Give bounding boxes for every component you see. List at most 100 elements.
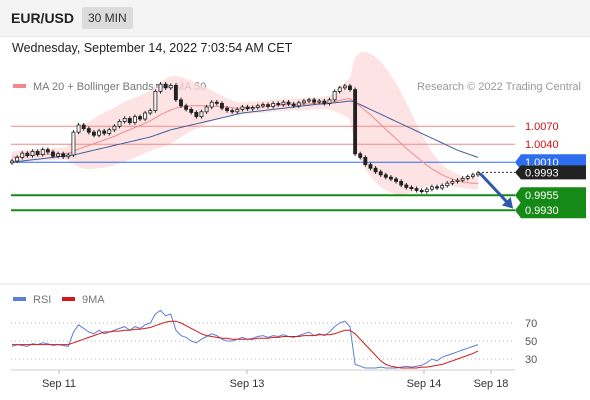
candle xyxy=(368,162,373,171)
candle xyxy=(102,128,107,136)
time-label: Sep 14 xyxy=(407,378,442,390)
candle xyxy=(353,87,358,156)
symbol-title: EUR/USD xyxy=(11,10,75,26)
ma20-line xyxy=(11,98,478,184)
candle xyxy=(127,116,132,125)
candle xyxy=(173,83,178,102)
candle xyxy=(189,107,194,115)
candle xyxy=(460,176,465,183)
candle xyxy=(61,151,66,159)
ma9-legend-swatch xyxy=(62,297,75,301)
candle xyxy=(107,127,112,136)
candle xyxy=(399,179,404,188)
candle xyxy=(255,103,260,110)
candle xyxy=(424,187,429,194)
timeframe-button[interactable]: 30 MIN xyxy=(82,7,133,29)
candle xyxy=(291,101,296,108)
candle xyxy=(122,116,127,124)
time-axis-labels: Sep 11 Sep 13 Sep 14 Sep 18 xyxy=(42,370,508,390)
candle xyxy=(378,169,383,177)
candle xyxy=(56,151,61,159)
candle xyxy=(470,172,475,179)
level-label-1.0040: 1.0040 xyxy=(525,139,559,151)
candle xyxy=(30,149,35,158)
ma9-legend-label: 9MA xyxy=(82,294,105,306)
candle xyxy=(194,110,199,119)
candle xyxy=(179,97,183,108)
candle xyxy=(419,188,424,194)
candle xyxy=(435,184,439,191)
time-label: Sep 13 xyxy=(230,378,265,390)
candle xyxy=(373,166,378,174)
candle xyxy=(117,119,122,129)
candle xyxy=(394,176,399,184)
candle xyxy=(455,178,460,184)
ma20-legend-swatch xyxy=(13,84,26,88)
candle xyxy=(168,83,173,90)
candle xyxy=(51,149,55,159)
candle xyxy=(230,108,235,114)
rsi-tick-50: 50 xyxy=(525,336,537,348)
candle xyxy=(429,184,434,192)
candle xyxy=(317,98,322,105)
candle xyxy=(383,172,388,180)
candle xyxy=(327,97,332,106)
candle xyxy=(337,85,342,94)
level-label-1.0070: 1.0070 xyxy=(525,121,559,133)
candle xyxy=(260,102,265,108)
rsi-legend-label: RSI xyxy=(33,294,51,306)
candles xyxy=(10,82,480,194)
candle xyxy=(342,83,347,90)
candle xyxy=(281,100,286,107)
candle xyxy=(414,186,419,193)
candle xyxy=(363,155,368,167)
candle xyxy=(322,98,327,106)
time-label: Sep 11 xyxy=(42,378,76,390)
rsi-tick-30: 30 xyxy=(525,354,537,366)
candle xyxy=(86,126,91,135)
candle xyxy=(301,98,306,105)
candle xyxy=(358,151,363,160)
candle xyxy=(132,114,137,125)
level-label-0.9955: 0.9955 xyxy=(525,190,559,202)
candle xyxy=(10,158,14,165)
level-label-0.9930: 0.9930 xyxy=(525,205,559,217)
candle xyxy=(220,101,224,111)
candle xyxy=(153,89,158,113)
candle xyxy=(245,104,250,111)
datetime-label: Wednesday, September 14, 2022 7:03:54 AM… xyxy=(12,41,293,55)
candle xyxy=(225,106,230,113)
level-tag-0.9955: 0.9955 xyxy=(515,187,586,204)
candle xyxy=(476,170,480,177)
candle xyxy=(409,185,414,191)
ma50-line xyxy=(11,100,479,163)
candle xyxy=(20,151,25,160)
top-bar: EUR/USD 30 MIN xyxy=(0,0,590,37)
copyright-label: Research © 2022 Trading Central xyxy=(417,81,581,93)
candle xyxy=(286,100,291,107)
candle xyxy=(209,100,214,110)
candle xyxy=(440,183,445,191)
candle xyxy=(15,155,20,164)
candle xyxy=(45,147,50,155)
candle xyxy=(163,82,168,90)
candle xyxy=(66,152,71,159)
candle xyxy=(307,97,311,104)
candle xyxy=(81,122,86,131)
candle xyxy=(276,101,281,107)
level-tag-0.9930: 0.9930 xyxy=(515,202,586,219)
ma9-line xyxy=(12,320,479,369)
candle xyxy=(465,174,470,181)
price-levels xyxy=(11,125,515,212)
forecast-arrow xyxy=(479,172,514,209)
last-price-tag: 0.9993 xyxy=(515,165,586,180)
candle xyxy=(143,110,148,122)
time-label: Sep 18 xyxy=(474,378,509,390)
last-price-label: 0.9993 xyxy=(525,167,559,179)
candle xyxy=(450,179,455,186)
candle xyxy=(112,124,117,132)
candle xyxy=(445,181,450,188)
